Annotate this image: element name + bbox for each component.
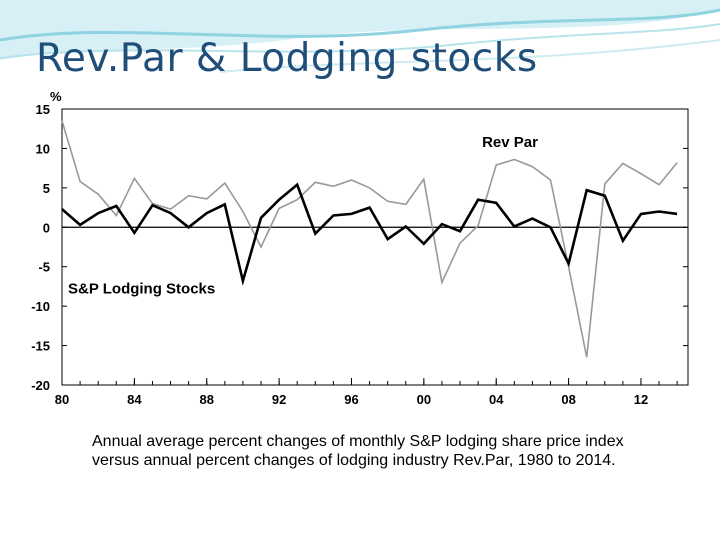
x-tick-label: 04 [489,392,504,407]
x-tick-label: 08 [561,392,575,407]
y-tick-label: 0 [43,220,50,235]
y-tick-label: 5 [43,181,50,196]
series-line-sp-lodging-stocks [61,182,678,287]
y-tick-label: -10 [31,299,50,314]
series-line-revpar [61,120,678,358]
x-tick-label: 88 [200,392,214,407]
line-chart: 15 10 5 0 -5 -10 -15 -20 80 84 88 92 96 00 04 08 12% Rev … [31,89,689,407]
y-tick-label: -5 [38,260,50,275]
series-label-sp-lodging-stocks: S&P Lodging Stocks [68,281,215,298]
y-tick-label: -15 [31,339,50,354]
x-tick-label: 80 [55,392,69,407]
x-tick-label: 84 [127,392,142,407]
y-unit-label: % [50,89,62,104]
series-label-revpar: Rev Par [482,134,538,151]
header-wave-decoration [0,0,720,73]
y-tick-label: 10 [36,141,50,156]
x-tick-label: 92 [272,392,286,407]
y-tick-label: -20 [31,378,50,393]
y-tick-label: 15 [36,102,50,117]
slide-title: Rev.Par & Lodging stocks [36,36,538,81]
plot-frame [61,108,689,386]
x-tick-label: 96 [344,392,358,407]
chart-caption: Annual average percent changes of monthl… [92,433,624,469]
x-tick-label: 00 [417,392,431,407]
x-tick-label: 12 [634,392,648,407]
